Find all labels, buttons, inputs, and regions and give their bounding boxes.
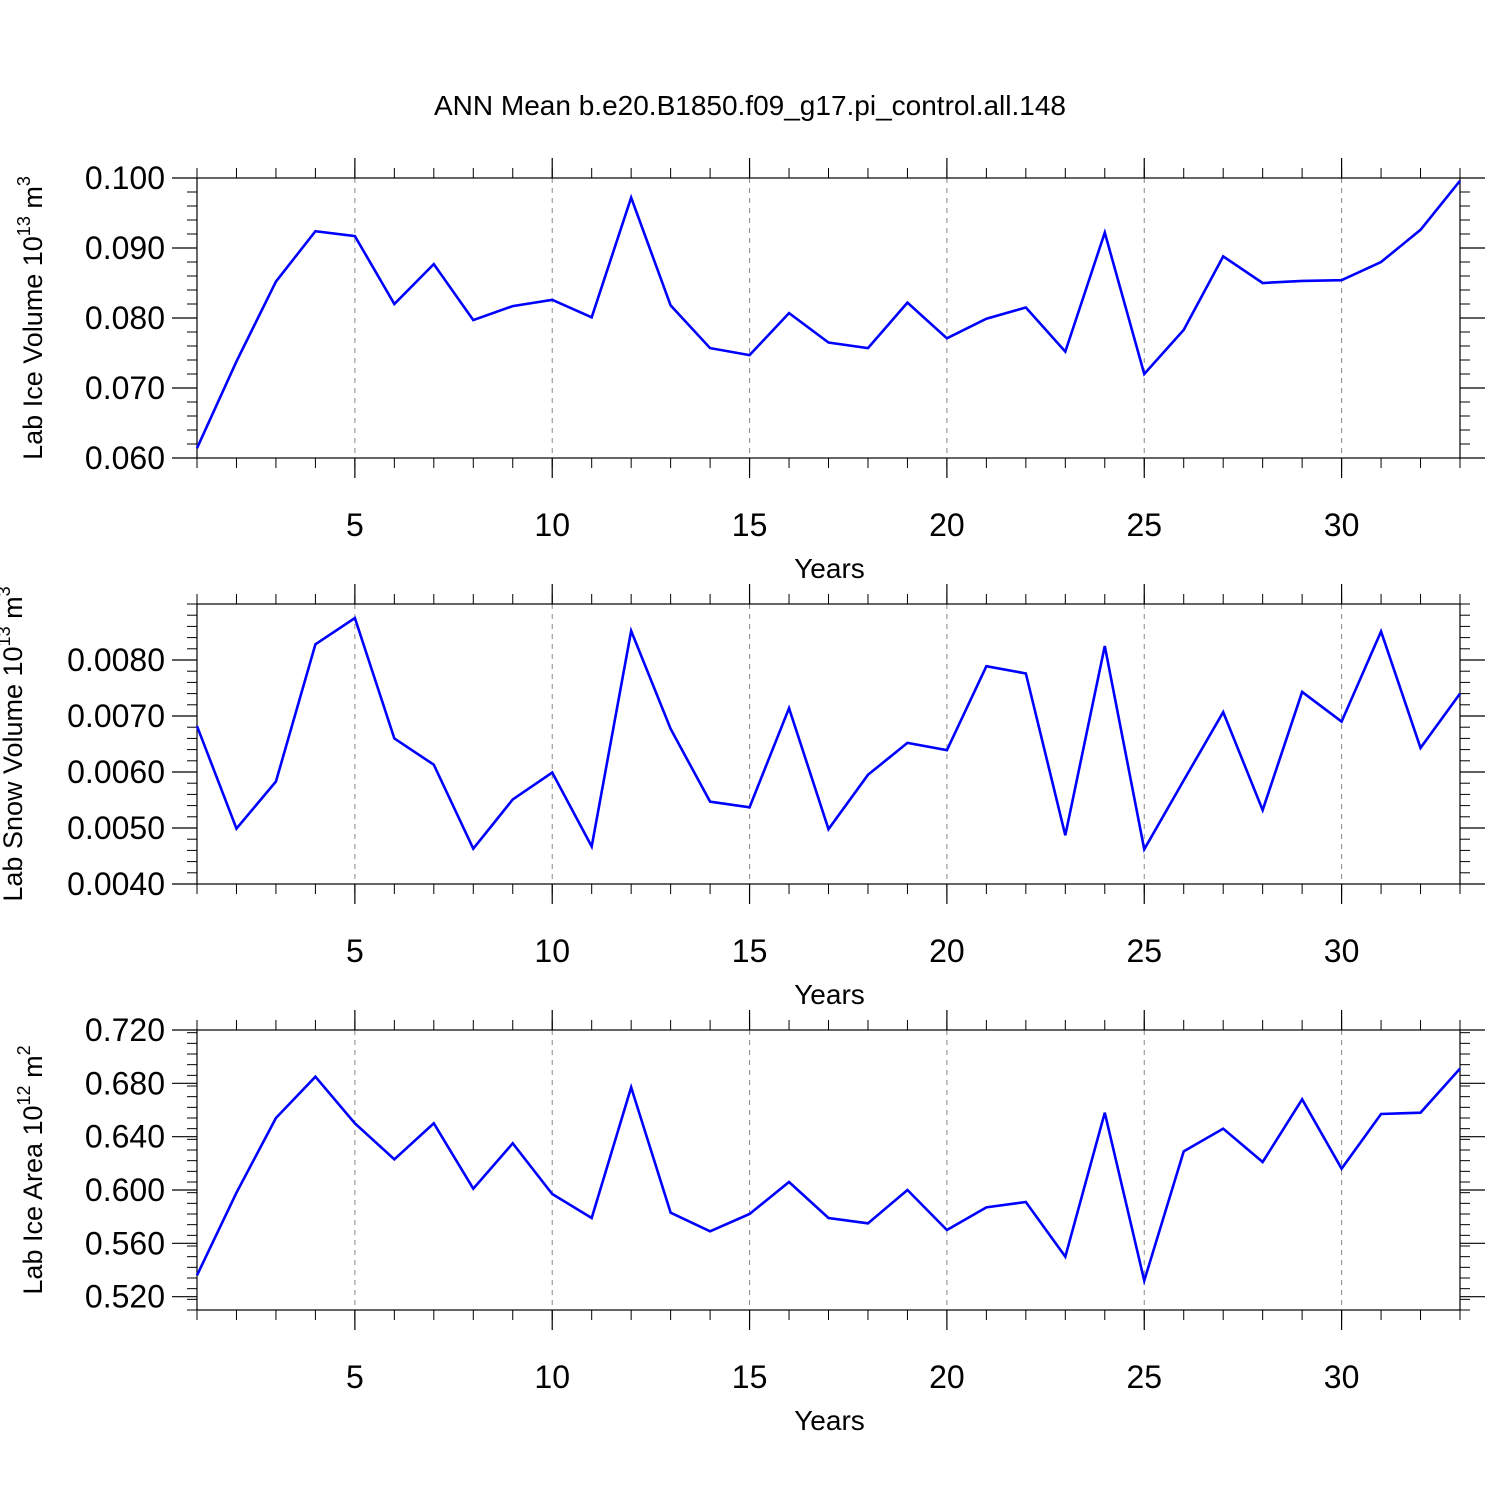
y-tick-label: 0.640: [85, 1119, 165, 1155]
y-tick-label: 0.080: [85, 300, 165, 336]
figure-title: ANN Mean b.e20.B1850.f09_g17.pi_control.…: [434, 90, 1066, 121]
y-tick-label: 0.600: [85, 1172, 165, 1208]
x-tick-label: 5: [346, 933, 364, 969]
y-tick-label: 0.520: [85, 1279, 165, 1315]
y-tick-label: 0.0040: [67, 866, 165, 902]
x-axis-label: Years: [794, 979, 865, 1010]
x-tick-label: 10: [534, 933, 570, 969]
x-tick-label: 20: [929, 1359, 965, 1395]
y-tick-label: 0.070: [85, 370, 165, 406]
y-tick-label: 0.720: [85, 1012, 165, 1048]
y-tick-label: 0.680: [85, 1065, 165, 1101]
x-tick-label: 15: [732, 507, 768, 543]
x-tick-label: 15: [732, 933, 768, 969]
x-tick-label: 30: [1324, 933, 1360, 969]
x-tick-label: 5: [346, 507, 364, 543]
x-tick-label: 10: [534, 1359, 570, 1395]
y-tick-label: 0.0070: [67, 698, 165, 734]
x-tick-label: 20: [929, 933, 965, 969]
y-tick-label: 0.0060: [67, 754, 165, 790]
y-tick-label: 0.060: [85, 440, 165, 476]
x-tick-label: 25: [1126, 933, 1162, 969]
x-tick-label: 30: [1324, 1359, 1360, 1395]
x-axis-label: Years: [794, 1405, 865, 1436]
x-tick-label: 25: [1126, 507, 1162, 543]
y-tick-label: 0.100: [85, 160, 165, 196]
y-axis-label: Lab Ice Area 1012 m2: [14, 1045, 48, 1294]
x-axis-label: Years: [794, 553, 865, 584]
x-tick-label: 15: [732, 1359, 768, 1395]
y-tick-label: 0.0050: [67, 810, 165, 846]
y-tick-label: 0.090: [85, 230, 165, 266]
x-tick-label: 30: [1324, 507, 1360, 543]
y-tick-label: 0.0080: [67, 642, 165, 678]
x-tick-label: 5: [346, 1359, 364, 1395]
x-tick-label: 25: [1126, 1359, 1162, 1395]
x-tick-label: 20: [929, 507, 965, 543]
y-tick-label: 0.560: [85, 1225, 165, 1261]
x-tick-label: 10: [534, 507, 570, 543]
